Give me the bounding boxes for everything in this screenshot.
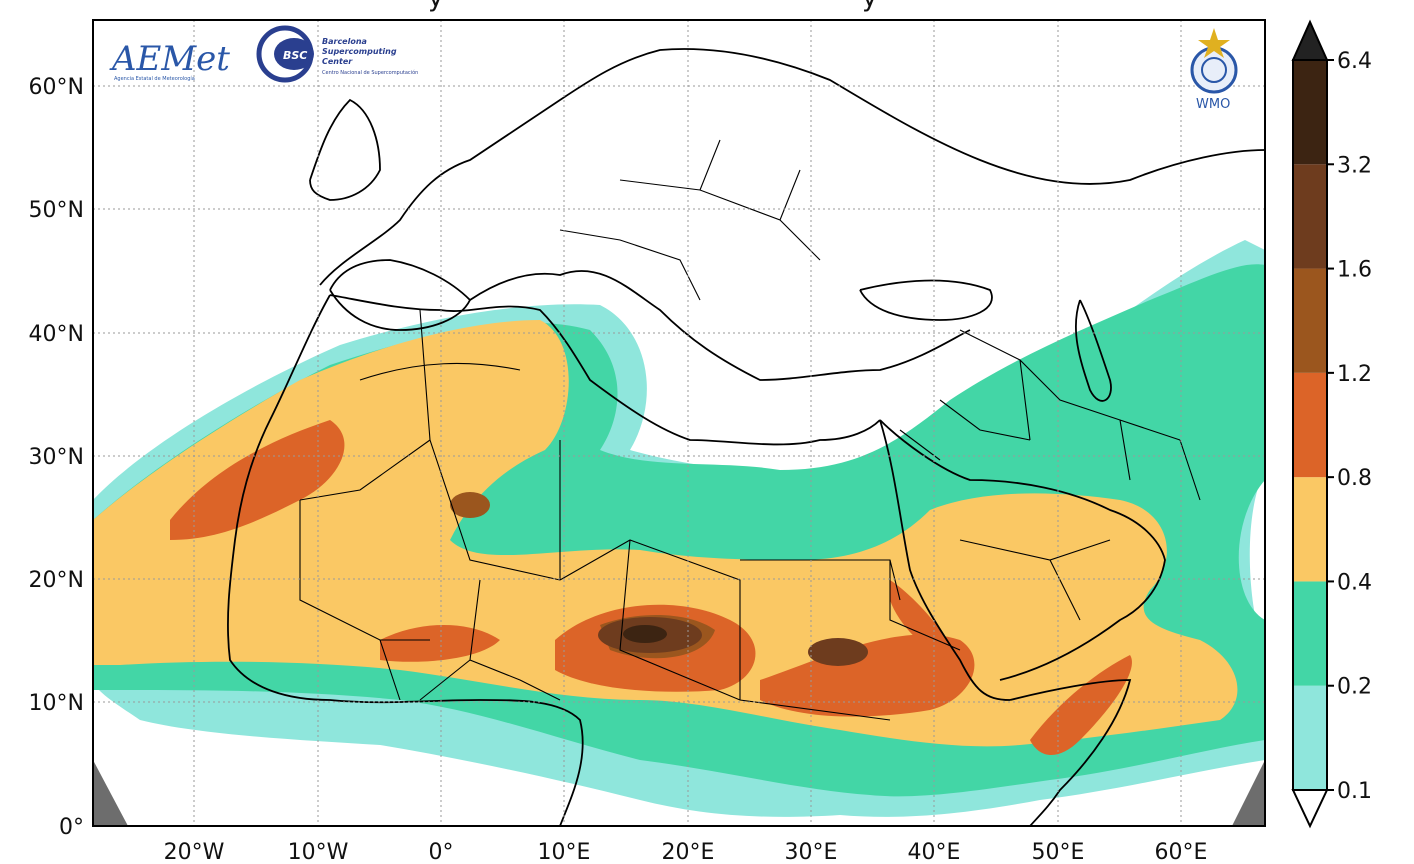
latitude-labels: 60°N 50°N 40°N 30°N 20°N 10°N 0° [29, 75, 84, 840]
colorbar: 0.1 0.2 0.4 0.8 1.2 1.6 3.2 6.4 [1291, 19, 1372, 829]
colorbar-tick-label-2: 0.4 [1337, 570, 1372, 595]
coastline-horn [1009, 679, 1132, 826]
colorbar-level-0 [1293, 685, 1327, 790]
dust-level-3.2 [623, 625, 667, 643]
coastline-europe [319, 48, 1265, 286]
country-borders [299, 139, 1201, 721]
longitude-labels: 20°W 10°W 0° 10°E 20°E 30°E 40°E 50°E 60°E [164, 840, 1208, 864]
colorbar-level-4 [1293, 268, 1327, 373]
dust-level-0.8-sudan [760, 634, 975, 717]
lon-label-3: 10°E [538, 840, 591, 864]
coastline-uk [309, 98, 381, 201]
coastline-iberia [329, 259, 472, 331]
colorbar-level-2 [1293, 477, 1327, 582]
dust-level-1.6-algeria [450, 492, 490, 518]
colorbar-tick-label-4: 1.2 [1337, 362, 1372, 387]
lon-label-4: 20°E [662, 840, 715, 864]
wmo-logo-star [1198, 28, 1230, 58]
colorbar-level-5 [1293, 164, 1327, 269]
bsc-logo-line1: Barcelona [322, 37, 367, 46]
colorbar-level-3 [1293, 372, 1327, 478]
colorbar-frame [1292, 59, 1328, 791]
bsc-logo-line3: Center [322, 57, 353, 66]
title-fragment-right: y [862, 0, 877, 13]
lat-label-2: 40°N [29, 322, 84, 347]
wmo-logo-inner [1201, 57, 1227, 83]
map-panel: AEMet Agencia Estatal de Meteorología BS… [92, 19, 1266, 827]
border-1 [359, 309, 741, 700]
coastlines [227, 48, 1265, 826]
lat-label-4: 20°N [29, 568, 84, 593]
colorbar-tick-label-7: 6.4 [1337, 49, 1372, 74]
dust-level-0.8-arabia [890, 580, 960, 661]
bsc-logo: BSC Barcelona Supercomputing Center Cent… [256, 25, 418, 83]
lat-label-3: 30°N [29, 445, 84, 470]
lat-label-1: 50°N [29, 198, 84, 223]
colorbar-ticks: 0.1 0.2 0.4 0.8 1.2 1.6 3.2 6.4 [1327, 49, 1372, 804]
lon-label-0: 20°W [164, 840, 225, 864]
colorbar-tick-label-5: 1.6 [1337, 258, 1372, 283]
dust-level-1.6-sudan [808, 638, 868, 666]
aemet-logo-subtitle: Agencia Estatal de Meteorología [114, 75, 195, 82]
border-5 [889, 539, 1111, 651]
wmo-logo: WMO [1190, 28, 1238, 112]
lon-label-1: 10°W [288, 840, 349, 864]
lon-label-2: 0° [429, 840, 454, 864]
lat-label-5: 10°N [29, 691, 84, 716]
border-3 [299, 439, 431, 701]
border-6 [559, 139, 821, 301]
colorbar-levels [1293, 60, 1327, 790]
border-7 [959, 329, 1201, 501]
outside-domain-corner-left [93, 760, 128, 826]
bsc-logo-subtitle: Centro Nacional de Supercomputación [322, 69, 418, 76]
lon-label-5: 30°E [785, 840, 838, 864]
lon-label-6: 40°E [908, 840, 961, 864]
title-fragment-left: y [428, 0, 443, 13]
lon-label-7: 50°E [1032, 840, 1085, 864]
bsc-logo-badge-text: BSC [283, 49, 307, 62]
coastline-black-sea [859, 279, 993, 321]
lat-label-0: 60°N [29, 75, 84, 100]
coastline-mediterranean-north [469, 270, 971, 381]
map-frame [92, 19, 1266, 827]
lat-label-6: 0° [59, 815, 84, 840]
graticule [93, 20, 1265, 826]
lon-label-8: 60°E [1155, 840, 1208, 864]
wmo-logo-text: WMO [1196, 97, 1230, 112]
outside-domain-corner-right [1232, 760, 1265, 826]
coastline-africa-north [329, 294, 881, 446]
coastline-arabia [879, 419, 1166, 681]
dust-level-0.8-westsahara [170, 420, 345, 540]
bsc-logo-line2: Supercomputing [322, 47, 397, 56]
colorbar-tick-label-3: 0.8 [1337, 466, 1372, 491]
colorbar-extend-low [1291, 789, 1329, 829]
coastline-red-sea [879, 419, 1011, 701]
coastline-africa-west [227, 294, 584, 826]
colorbar-tick-label-6: 3.2 [1337, 153, 1372, 178]
border-4 [419, 579, 561, 701]
colorbar-extend-high [1291, 19, 1329, 61]
aemet-logo-text: AEMet [109, 39, 230, 79]
colorbar-tick-label-1: 0.2 [1337, 675, 1372, 700]
wmo-logo-globe [1190, 46, 1238, 94]
border-8 [899, 399, 1031, 461]
dust-level-0.8-horn [1030, 655, 1132, 755]
colorbar-level-1 [1293, 581, 1327, 686]
colorbar-level-6 [1293, 60, 1327, 165]
aemet-logo: AEMet Agencia Estatal de Meteorología [109, 39, 230, 82]
bsc-logo-badge [274, 38, 314, 70]
coastline-caspian [1074, 299, 1112, 402]
dust-level-0.8-niger [380, 625, 500, 662]
colorbar-tick-label-0: 0.1 [1337, 779, 1372, 804]
